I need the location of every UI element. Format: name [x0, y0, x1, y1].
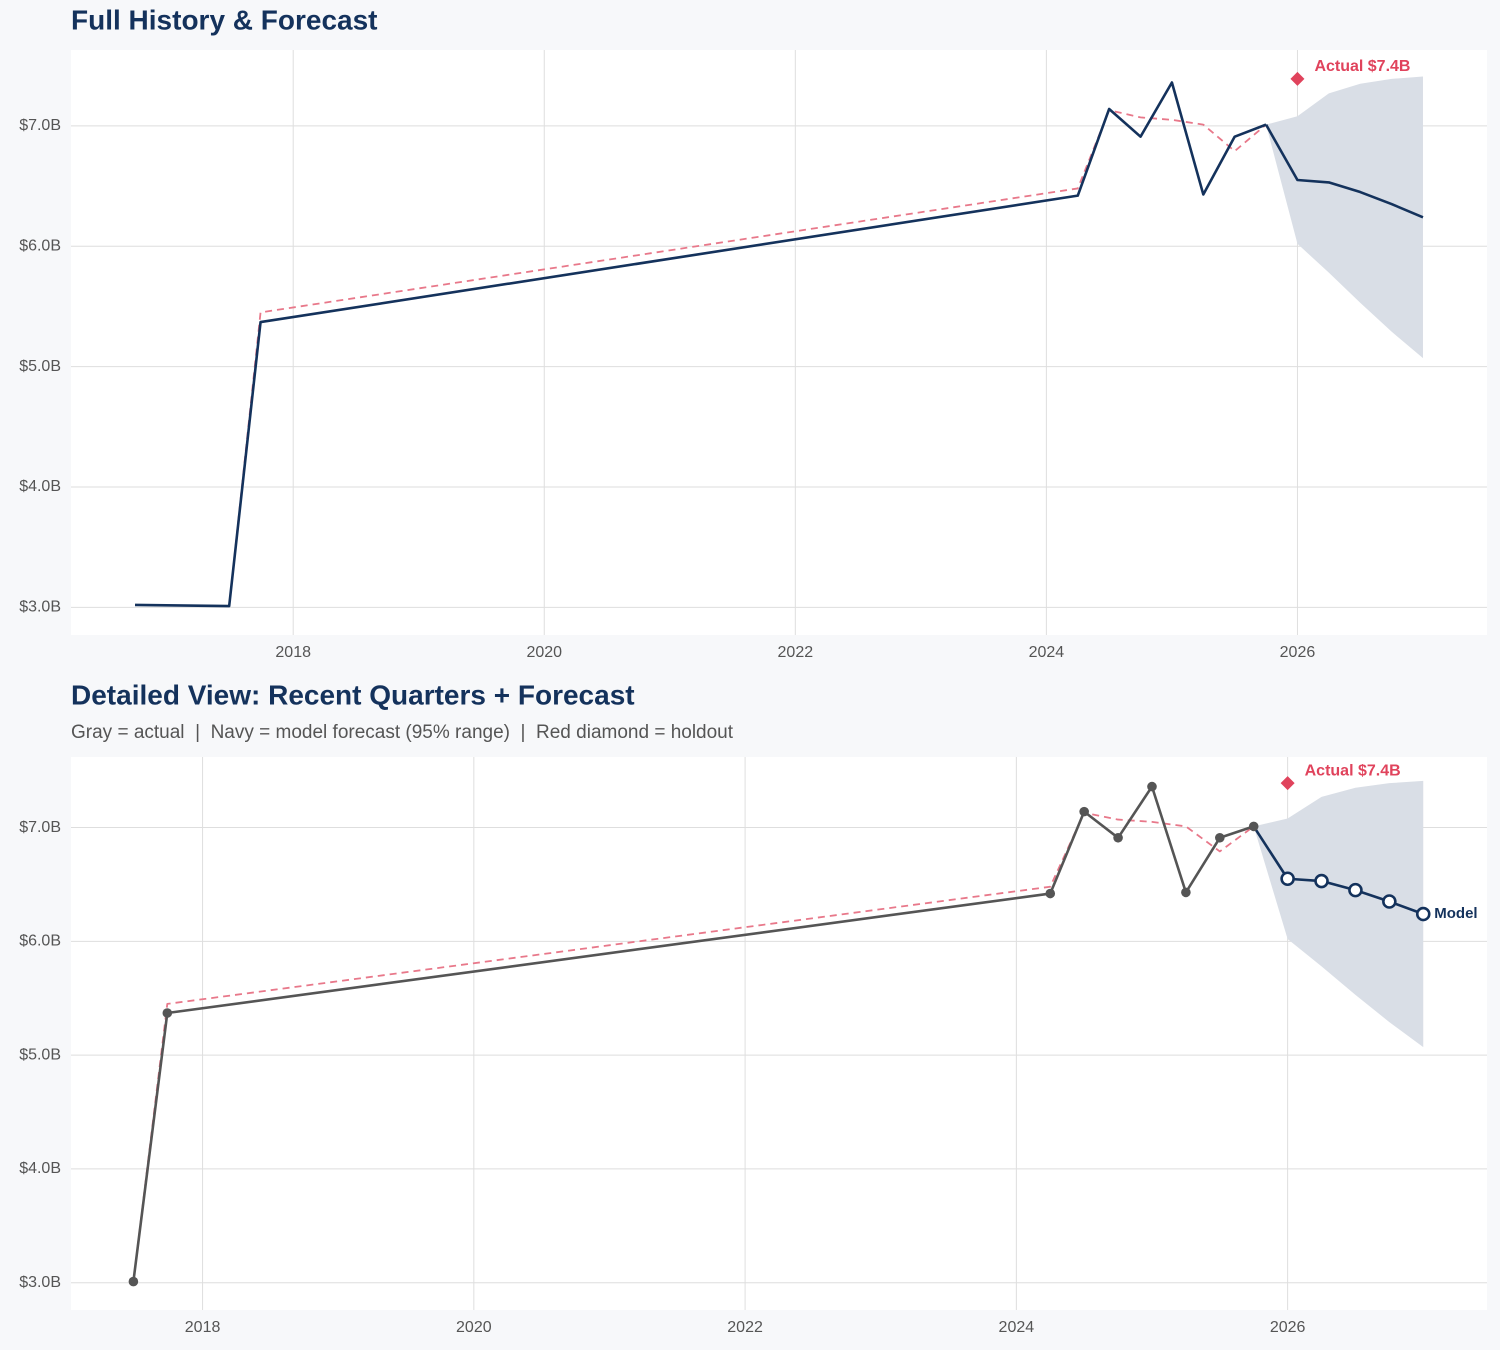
holdout-marker: [1290, 71, 1305, 86]
data-point: [1314, 873, 1329, 889]
chart-subtitle: Gray = actual | Navy = model forecast (9…: [71, 722, 734, 743]
x-tick-label: 2020: [456, 1319, 492, 1336]
forecast-band: [1253, 780, 1424, 1048]
series-line: [135, 81, 1267, 608]
plot-area: [71, 50, 1487, 635]
data-point: [1147, 781, 1157, 792]
end-label: Model: [1434, 905, 1477, 922]
data-point: [162, 1008, 173, 1018]
fitted-line: [228, 109, 1267, 607]
x-tick-label: 2018: [185, 1319, 221, 1336]
data-point: [1079, 806, 1089, 817]
y-tick-label: $5.0B: [19, 1046, 61, 1063]
data-point: [1280, 871, 1295, 887]
x-tick-label: 2018: [275, 644, 311, 661]
chart-title: Full History & Forecast: [71, 4, 378, 35]
data-point: [1045, 888, 1056, 899]
y-tick-label: $4.0B: [19, 478, 61, 495]
x-tick-label: 2026: [1270, 1319, 1306, 1336]
y-tick-label: $7.0B: [19, 117, 61, 134]
x-tick-label: 2022: [778, 644, 814, 661]
y-tick-label: $3.0B: [19, 1274, 61, 1291]
x-tick-label: 2020: [526, 644, 562, 661]
series-line: [1264, 123, 1424, 219]
y-tick-label: $4.0B: [19, 1160, 61, 1177]
y-tick-label: $7.0B: [19, 819, 61, 836]
data-point: [1415, 906, 1431, 922]
x-tick-label: 2022: [727, 1319, 763, 1336]
data-point: [1348, 882, 1363, 898]
holdout-label: Actual $7.4B: [1305, 762, 1401, 779]
data-point: [1181, 887, 1191, 898]
data-point: [1215, 832, 1225, 843]
data-point: [1248, 821, 1259, 832]
x-tick-label: 2024: [1029, 644, 1065, 661]
x-tick-label: 2024: [999, 1319, 1035, 1336]
y-tick-label: $5.0B: [19, 358, 61, 375]
y-tick-label: $6.0B: [19, 933, 61, 950]
holdout-marker: [1280, 776, 1295, 791]
data-point: [128, 1276, 139, 1287]
data-point: [1113, 832, 1123, 843]
chart-title: Detailed View: Recent Quarters + Forecas…: [71, 679, 635, 710]
data-point: [1382, 894, 1397, 909]
plot-area: [71, 757, 1487, 1310]
y-tick-label: $3.0B: [19, 599, 61, 616]
fitted-line: [132, 811, 1255, 1282]
holdout-label: Actual $7.4B: [1314, 58, 1410, 75]
x-tick-label: 2026: [1280, 644, 1316, 661]
y-tick-label: $6.0B: [19, 237, 61, 254]
forecast-band: [1266, 76, 1423, 359]
